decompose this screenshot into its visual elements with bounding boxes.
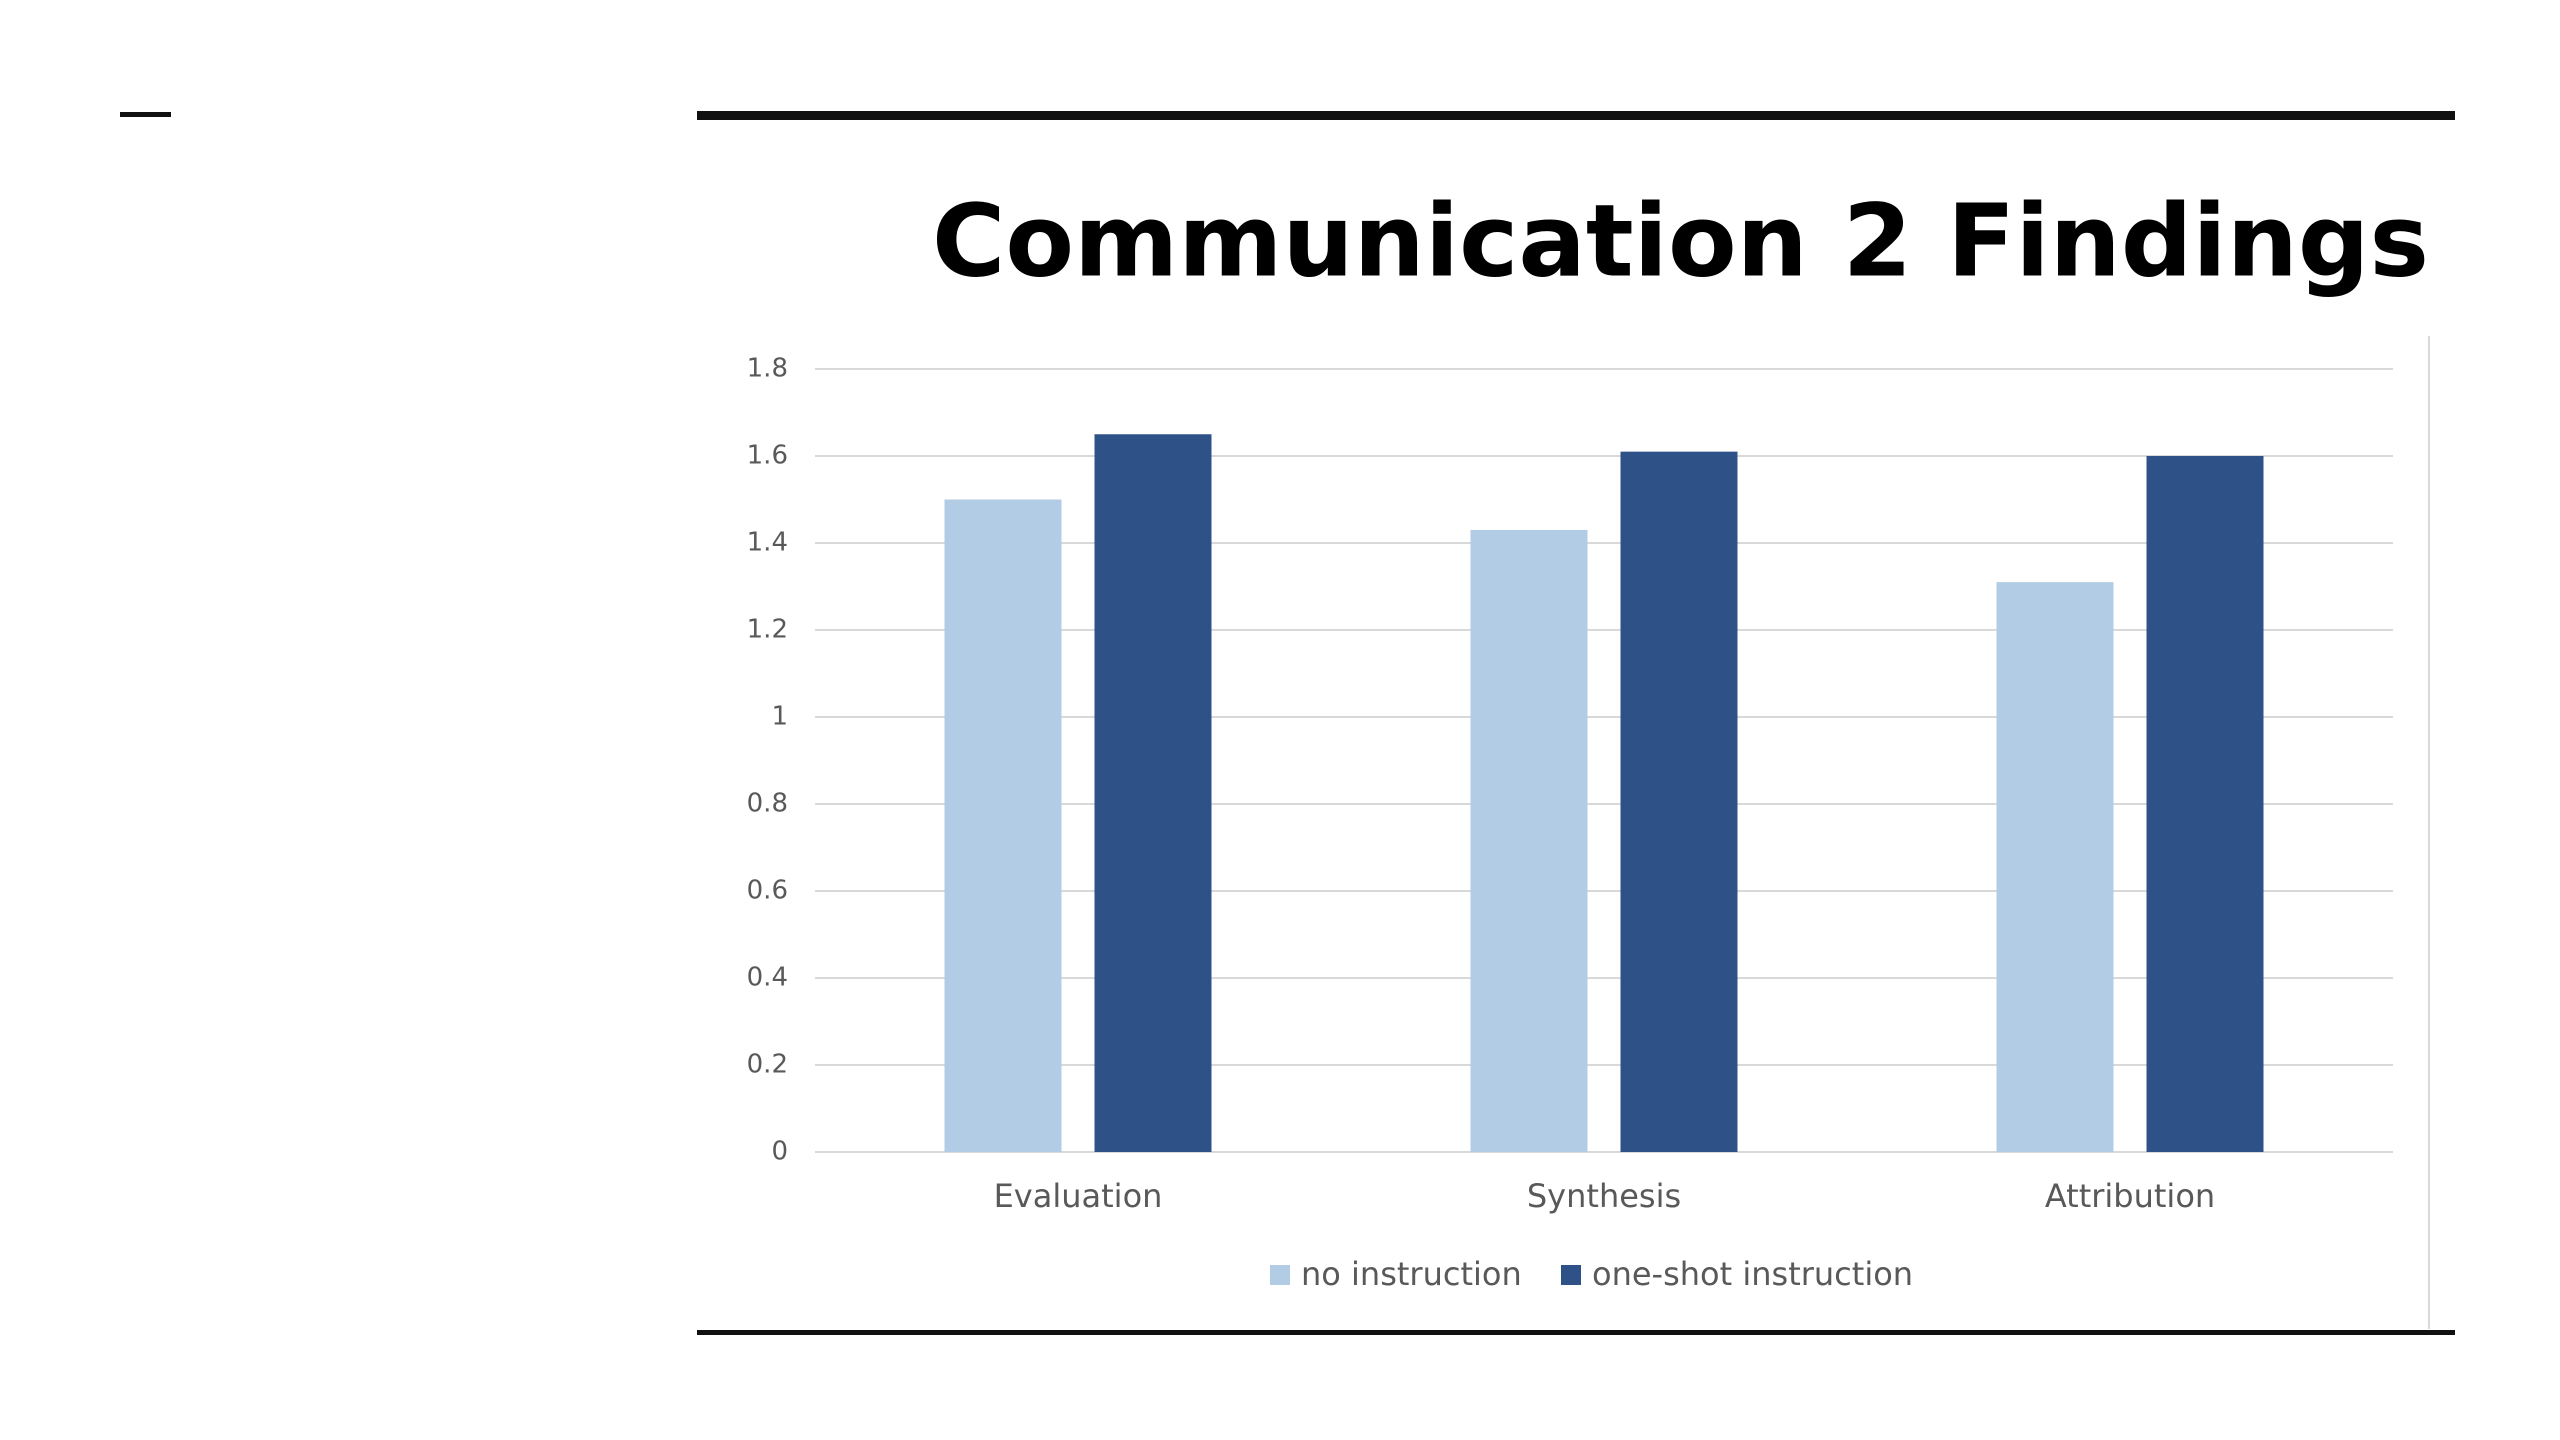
y-tick-label: 1.8: [747, 354, 788, 384]
legend-swatch: [1270, 1265, 1290, 1285]
y-tick-label: 1.4: [747, 528, 788, 558]
y-tick-label: 0.6: [747, 876, 788, 906]
bottom-rule: [697, 1330, 2455, 1335]
top-rule: [697, 111, 2455, 120]
y-tick-label: 0: [771, 1137, 788, 1167]
x-tick-label: Attribution: [2045, 1177, 2215, 1215]
y-tick-label: 1.2: [747, 615, 788, 645]
slide-dash: [120, 112, 171, 117]
x-tick-label: Synthesis: [1527, 1177, 1681, 1215]
slide-title: Communication 2 Findings: [932, 182, 2429, 299]
y-tick-label: 1.6: [747, 441, 788, 471]
x-tick-label: Evaluation: [994, 1177, 1163, 1215]
bar: [1620, 451, 1738, 1152]
y-tick-label: 0.8: [747, 789, 788, 819]
y-tick-label: 0.2: [747, 1050, 788, 1080]
legend-swatch: [1561, 1265, 1581, 1285]
bar: [1094, 434, 1212, 1152]
bar: [1996, 582, 2114, 1152]
bar: [2146, 456, 2264, 1152]
bar: [1470, 529, 1588, 1152]
legend-label: no instruction: [1301, 1255, 1522, 1293]
legend-label: one-shot instruction: [1592, 1255, 1913, 1293]
bar: [944, 499, 1062, 1152]
y-tick-label: 1: [771, 702, 788, 732]
y-tick-label: 0.4: [747, 963, 788, 993]
